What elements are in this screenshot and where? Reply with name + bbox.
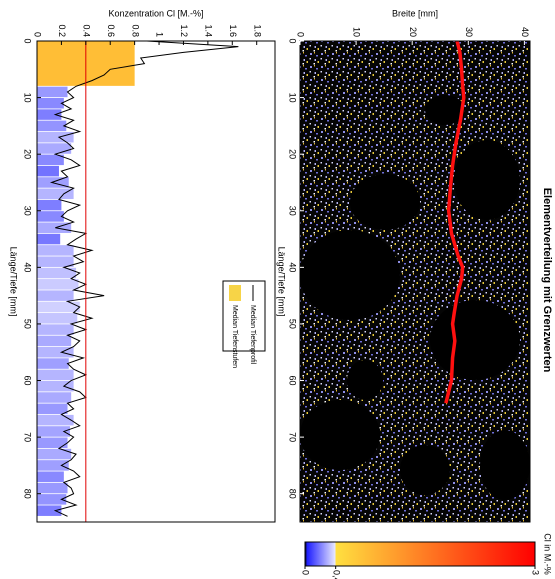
bar [37, 505, 61, 516]
y-tick-label: 0.2 [57, 24, 67, 37]
aggregate [300, 230, 400, 320]
x-tick-label: 60 [288, 376, 298, 386]
bar [37, 438, 68, 449]
y-tick-label: 10 [352, 27, 362, 37]
aggregate [454, 140, 520, 220]
profile-line [52, 41, 239, 516]
y-tick-label: 0.6 [106, 24, 116, 37]
y-tick-label: 1.2 [179, 24, 189, 37]
x-tick-label: 40 [288, 262, 298, 272]
bar [37, 256, 74, 267]
colorbar-tick-label: 3 [531, 570, 541, 575]
bar [37, 302, 80, 313]
x-tick-label: 80 [23, 489, 33, 499]
y-tick-label: 0 [296, 32, 306, 37]
x-tick-label: 40 [23, 262, 33, 272]
bar [37, 189, 74, 200]
y-tick-label: 20 [408, 27, 418, 37]
y-tick-label: 0 [33, 32, 43, 37]
bar [37, 98, 64, 109]
bar [37, 313, 77, 324]
x-tick-label: 20 [23, 149, 33, 159]
bar [37, 245, 74, 256]
x-tick-label: 80 [288, 489, 298, 499]
bar [37, 392, 71, 403]
y-tick-label: 0.8 [130, 24, 140, 37]
bar [37, 143, 71, 154]
x-tick-label: 70 [23, 432, 33, 442]
y-axis-label: Breite [mm] [392, 8, 438, 18]
colorbar [305, 542, 535, 566]
x-axis-label: Länge/Tiefe [mm] [9, 247, 19, 317]
x-tick-label: 30 [288, 206, 298, 216]
x-tick-label: 50 [288, 319, 298, 329]
bar [37, 211, 64, 222]
bar [37, 200, 61, 211]
bar [37, 279, 78, 290]
legend-label: Median Tiefenprofil [249, 305, 256, 365]
bar [37, 336, 71, 347]
map-title: Elementverteilung mit Grenzwerten [541, 188, 553, 373]
bar [37, 87, 68, 98]
rotated-figure: Elementverteilung mit Grenzwerten0102030… [9, 8, 553, 579]
aggregate [480, 430, 530, 500]
x-axis-label: Länge/Tiefe [mm] [277, 247, 287, 317]
bar [37, 290, 74, 301]
bar [37, 347, 74, 358]
y-tick-label: 1.4 [203, 24, 213, 37]
legend-swatch [229, 285, 241, 301]
bar [37, 483, 68, 494]
bar [37, 121, 66, 132]
aggregate [400, 445, 450, 495]
bar [37, 109, 61, 120]
x-tick-label: 30 [23, 206, 33, 216]
x-tick-label: 0 [288, 38, 298, 43]
bar [37, 471, 64, 482]
y-tick-label: 1.6 [228, 24, 238, 37]
bar [37, 166, 59, 177]
bar [37, 415, 74, 426]
bar [37, 370, 74, 381]
colorbar-label: Cl in M.-% [543, 533, 553, 575]
x-tick-label: 60 [23, 376, 33, 386]
y-tick-label: 30 [464, 27, 474, 37]
colorbar-tick-label: 0 [301, 570, 311, 575]
x-tick-label: 10 [23, 93, 33, 103]
bar [37, 404, 68, 415]
y-tick-label: 40 [520, 27, 530, 37]
aggregate [300, 400, 380, 470]
bar [37, 234, 60, 245]
bar [37, 358, 69, 369]
aggregate [350, 174, 420, 230]
x-tick-label: 0 [23, 38, 33, 43]
y-tick-label: 1 [155, 32, 165, 37]
bar [37, 132, 74, 143]
x-tick-label: 70 [288, 432, 298, 442]
y-tick-label: 1.8 [252, 24, 262, 37]
y-tick-label: 0.4 [81, 24, 91, 37]
bar [37, 460, 69, 471]
legend-label: Median Tiefenstufen [231, 305, 238, 368]
x-tick-label: 10 [288, 93, 298, 103]
aggregate [347, 360, 383, 400]
x-tick-label: 20 [288, 149, 298, 159]
aggregate [430, 300, 520, 380]
x-tick-label: 50 [23, 319, 33, 329]
colorbar-tick-label: 0,4 [331, 570, 341, 579]
bar [37, 324, 74, 335]
y-axis-label: Konzentration Cl [M.-%] [108, 8, 203, 18]
